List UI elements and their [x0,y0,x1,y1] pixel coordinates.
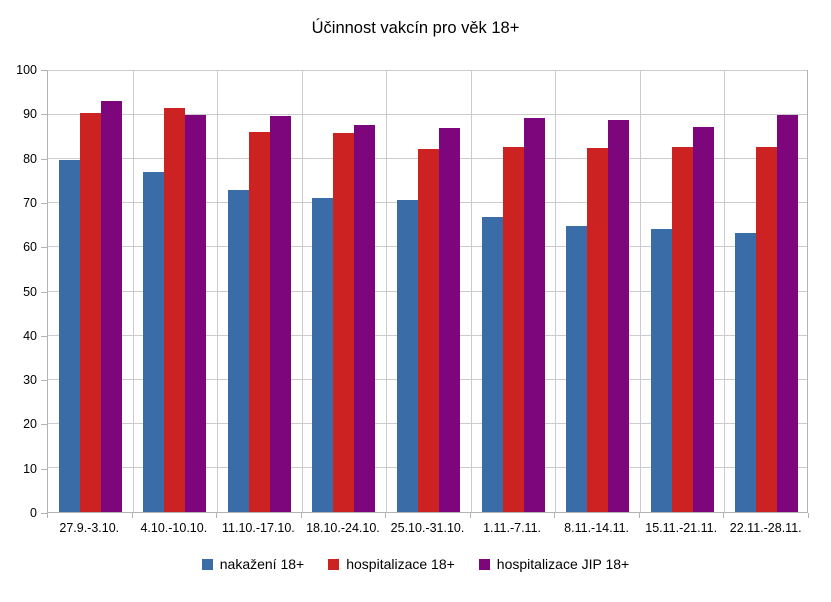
y-axis-label: 70 [23,195,37,210]
x-axis-tick [216,513,217,518]
legend: nakažení 18+ hospitalizace 18+ hospitaliza… [0,556,831,572]
y-axis-label: 100 [16,63,37,77]
gridline-vertical [133,71,134,512]
y-axis-label: 80 [23,151,37,166]
legend-item: hospitalizace 18+ [328,556,455,572]
bar-hospitalizace-18+ [756,146,778,512]
y-axis-tick [41,292,47,293]
bar-hospitalizace-JIP-18+ [354,125,376,512]
x-axis-label: 11.10.-17.10. [222,521,295,535]
legend-item: hospitalizace JIP 18+ [478,556,630,572]
legend-swatch [201,558,213,570]
x-axis-tick [554,513,555,518]
y-axis-tick [41,203,47,204]
y-axis-label: 40 [23,328,37,343]
y-axis-tick [41,70,47,71]
bar-nakažení-18+ [566,225,588,512]
legend-label: hospitalizace JIP 18+ [496,556,630,572]
y-axis-label: 60 [23,240,37,255]
gridline-vertical [640,71,641,512]
gridline-vertical [555,71,556,512]
bar-hospitalizace-JIP-18+ [269,116,291,512]
bar-hospitalizace-18+ [418,148,439,512]
x-axis-tick [470,513,471,518]
y-axis-tick [41,159,47,160]
bar-nakažení-18+ [312,197,334,512]
legend-swatch [328,558,340,570]
bar-hospitalizace-JIP-18+ [692,127,714,512]
x-axis-label: 8.11.-14.11. [564,521,630,535]
bar-hospitalizace-18+ [79,113,101,512]
bar-nakažení-18+ [58,160,80,512]
bar-hospitalizace-18+ [164,108,186,512]
x-axis-tick [301,513,302,518]
bar-hospitalizace-JIP-18+ [438,127,460,512]
legend-label: hospitalizace 18+ [346,556,455,572]
x-axis-tick [132,513,133,518]
y-axis-label: 0 [30,506,37,520]
bar-hospitalizace-JIP-18+ [608,119,630,512]
bar-hospitalizace-18+ [333,132,355,512]
gridline-vertical [386,71,387,512]
bar-nakažení-18+ [481,217,503,512]
gridline-horizontal [48,114,807,116]
bar-nakažení-18+ [735,233,757,512]
y-axis-label: 30 [23,373,37,388]
x-axis-label: 4.10.-10.10. [140,521,208,535]
gridline-horizontal [48,70,807,71]
y-axis-tick [41,114,47,115]
gridline-vertical [724,71,725,512]
legend-item: nakažení 18+ [201,556,305,572]
bar-nakažení-18+ [650,229,672,512]
chart-title: Účinnost vakcín pro věk 18+ [311,19,520,37]
legend-swatch [478,558,490,570]
x-axis-label: 27.9.-3.10. [59,521,120,535]
y-axis-tick [41,469,47,470]
bar-hospitalizace-JIP-18+ [523,118,545,512]
x-axis-tick [808,513,809,518]
y-axis-label: 20 [23,417,37,432]
y-axis-label: 50 [23,284,37,299]
gridline-vertical [471,71,472,512]
bar-hospitalizace-18+ [248,132,270,512]
bar-hospitalizace-JIP-18+ [185,114,207,512]
x-axis-label: 22.11.-28.11. [729,521,802,535]
y-axis-tick [41,513,47,514]
y-axis-label: 10 [23,461,37,476]
y-axis-tick [41,424,47,425]
bar-hospitalizace-18+ [502,146,524,512]
y-axis-tick [41,336,47,337]
gridline-vertical [302,71,303,512]
bar-nakažení-18+ [397,200,418,512]
legend-label: nakažení 18+ [219,556,305,572]
bar-hospitalizace-JIP-18+ [100,101,122,512]
bar-nakažení-18+ [143,171,165,512]
x-axis-label: 25.10.-31.10. [390,521,465,535]
bar-nakažení-18+ [227,190,249,512]
y-axis-label: 90 [23,107,37,122]
x-axis-label: 1.11.-7.11. [483,521,542,535]
x-axis-label: 15.11.-21.11. [645,521,718,535]
y-axis-tick [41,247,47,248]
gridline-vertical [217,71,218,512]
plot-area [47,70,808,513]
bar-hospitalizace-18+ [671,146,693,512]
bar-hospitalizace-JIP-18+ [777,115,799,512]
x-axis-tick [47,513,48,518]
x-axis-tick [385,513,386,518]
bar-hospitalizace-18+ [587,147,609,512]
x-axis-tick [723,513,724,518]
x-axis-tick [639,513,640,518]
y-axis-tick [41,380,47,381]
x-axis-label: 18.10.-24.10. [306,521,380,535]
